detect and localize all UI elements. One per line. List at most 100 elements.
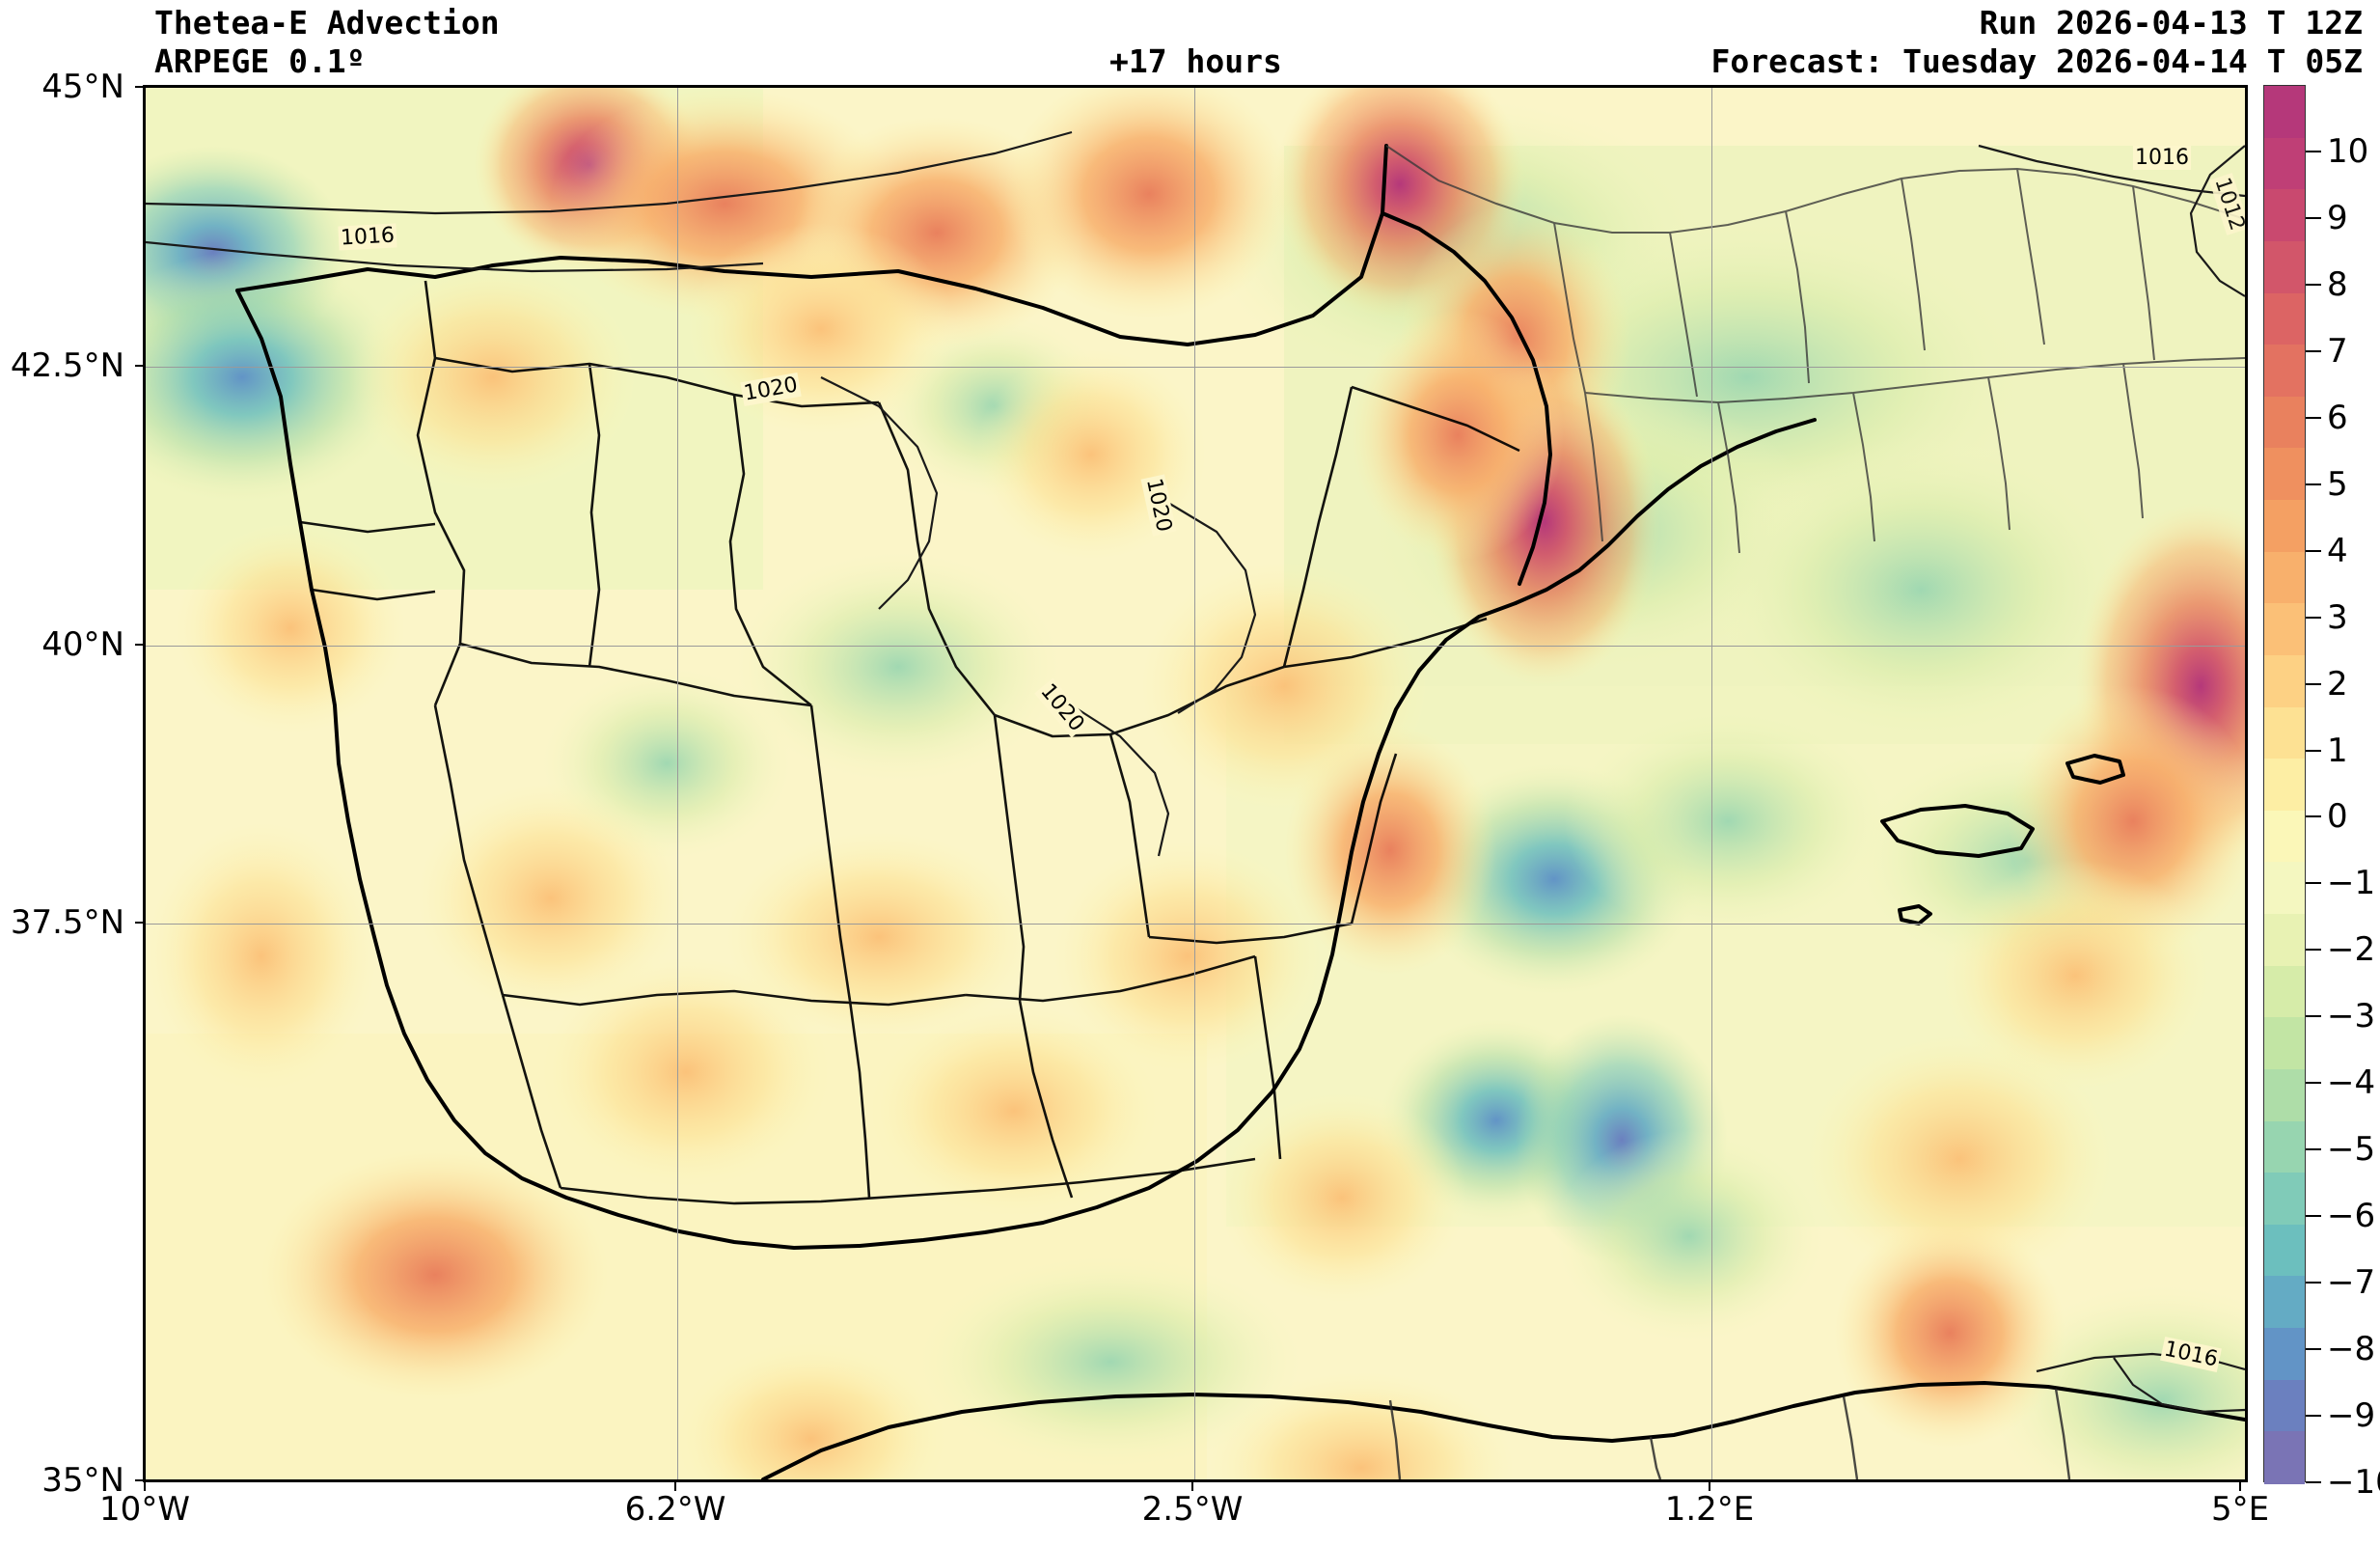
colorbar-tick-mark	[2306, 749, 2321, 752]
y-tick-label: 40°N	[41, 624, 124, 664]
colorbar-segment	[2264, 1328, 2305, 1381]
colorbar-tick-mark	[2306, 349, 2321, 352]
isobar-label: 1016	[338, 223, 397, 251]
y-tick-mark	[135, 1479, 144, 1481]
y-tick-mark	[135, 364, 144, 367]
x-tick-label: 6.2°W	[624, 1490, 726, 1529]
colorbar-tick-label: 9	[2327, 198, 2348, 237]
forecast-valid-label: Forecast: Tuesday 2026-04-14 T 05Z	[1710, 42, 2363, 80]
colorbar-tick-label: −9	[2327, 1396, 2376, 1436]
colorbar-segment	[2264, 1068, 2305, 1122]
colorbar-tick-mark	[2306, 882, 2321, 885]
x-tick-label: 1.2°E	[1664, 1490, 1755, 1529]
colorbar-tick-label: −3	[2327, 997, 2376, 1036]
colorbar-tick-label: 6	[2327, 398, 2348, 437]
colorbar-segment	[2264, 345, 2305, 398]
y-tick-mark	[135, 86, 144, 88]
colorbar-segment	[2264, 1379, 2305, 1432]
colorbar-tick-label: −7	[2327, 1263, 2376, 1303]
isobar-label: 1016	[2133, 146, 2191, 170]
colorbar-tick-mark	[2306, 1481, 2321, 1483]
colorbar-segment	[2264, 1173, 2305, 1226]
x-tick-mark	[1709, 1482, 1710, 1491]
colorbar-segment	[2264, 448, 2305, 501]
colorbar-segment	[2264, 86, 2305, 139]
colorbar-tick-mark	[2306, 1148, 2321, 1151]
colorbar-segment	[2264, 1120, 2305, 1173]
colorbar-segment	[2264, 1017, 2305, 1070]
colorbar-segment	[2264, 292, 2305, 345]
y-tick-label: 42.5°N	[10, 345, 124, 385]
colorbar-tick-mark	[2306, 283, 2321, 286]
map-plot-area: 1016 1016 1020 1020 1020 1016 1012	[143, 85, 2248, 1482]
colorbar-tick-mark	[2306, 416, 2321, 419]
model-label: ARPEGE 0.1º	[154, 42, 366, 80]
colorbar-tick-mark	[2306, 216, 2321, 219]
colorbar-tick-mark	[2306, 1082, 2321, 1085]
colorbar-tick-mark	[2306, 949, 2321, 952]
colorbar-segment	[2264, 603, 2305, 656]
colorbar-tick-mark	[2306, 1348, 2321, 1351]
colorbar	[2263, 85, 2306, 1484]
colorbar-tick-label: −2	[2327, 930, 2376, 970]
colorbar-segment	[2264, 240, 2305, 294]
colorbar-segment	[2264, 137, 2305, 190]
colorbar-segment	[2264, 500, 2305, 553]
colorbar-segment	[2264, 862, 2305, 915]
colorbar-tick-label: −10	[2327, 1463, 2380, 1502]
colorbar-segment	[2264, 189, 2305, 242]
colorbar-segment	[2264, 965, 2305, 1018]
colorbar-segment	[2264, 654, 2305, 708]
colorbar-tick-label: −4	[2327, 1063, 2376, 1103]
colorbar-tick-label: −1	[2327, 864, 2376, 903]
colorbar-tick-label: 3	[2327, 597, 2348, 637]
colorbar-tick-mark	[2306, 682, 2321, 685]
x-tick-mark	[144, 1482, 146, 1491]
colorbar-segment	[2264, 396, 2305, 449]
colorbar-segment	[2264, 914, 2305, 967]
colorbar-tick-mark	[2306, 1282, 2321, 1284]
colorbar-tick-mark	[2306, 1215, 2321, 1218]
colorbar-tick-label: 4	[2327, 531, 2348, 570]
colorbar-segment	[2264, 1431, 2305, 1484]
colorbar-tick-label: −8	[2327, 1330, 2376, 1369]
page-title: Thetea-E Advection	[154, 4, 500, 41]
colorbar-tick-label: −5	[2327, 1130, 2376, 1170]
y-tick-label: 45°N	[41, 68, 124, 106]
x-tick-mark	[1191, 1482, 1193, 1491]
lead-time-label: +17 hours	[1109, 42, 1282, 80]
colorbar-tick-label: 2	[2327, 664, 2348, 704]
colorbar-tick-mark	[2306, 815, 2321, 818]
colorbar-tick-label: 8	[2327, 264, 2348, 304]
y-tick-mark	[135, 643, 144, 646]
colorbar-segment	[2264, 551, 2305, 604]
colorbar-tick-label: 5	[2327, 464, 2348, 504]
colorbar-tick-mark	[2306, 549, 2321, 552]
y-tick-label: 35°N	[41, 1461, 124, 1500]
colorbar-tick-mark	[2306, 150, 2321, 152]
colorbar-segment	[2264, 759, 2305, 812]
colorbar-tick-label: 7	[2327, 331, 2348, 371]
advection-contour-field	[146, 88, 2245, 1479]
colorbar-segment	[2264, 810, 2305, 864]
colorbar-segment	[2264, 706, 2305, 759]
colorbar-tick-mark	[2306, 1415, 2321, 1418]
colorbar-tick-label: −6	[2327, 1197, 2376, 1236]
colorbar-tick-mark	[2306, 616, 2321, 619]
x-tick-label: 10°W	[99, 1490, 190, 1529]
colorbar-tick-mark	[2306, 1015, 2321, 1018]
colorbar-tick-label: 10	[2327, 131, 2369, 171]
colorbar-segment	[2264, 1276, 2305, 1329]
x-tick-label: 5°E	[2210, 1490, 2270, 1529]
colorbar-segment	[2264, 1224, 2305, 1278]
colorbar-tick-mark	[2306, 483, 2321, 485]
x-tick-mark	[2239, 1482, 2241, 1491]
colorbar-tick-label: 1	[2327, 731, 2348, 770]
model-run-label: Run 2026-04-13 T 12Z	[1979, 4, 2363, 41]
figure-header: Thetea-E Advection ARPEGE 0.1º +17 hours…	[0, 0, 2380, 80]
x-tick-mark	[674, 1482, 676, 1491]
x-tick-label: 2.5°W	[1141, 1490, 1244, 1529]
colorbar-tick-label: 0	[2327, 797, 2348, 837]
y-tick-mark	[135, 922, 144, 925]
